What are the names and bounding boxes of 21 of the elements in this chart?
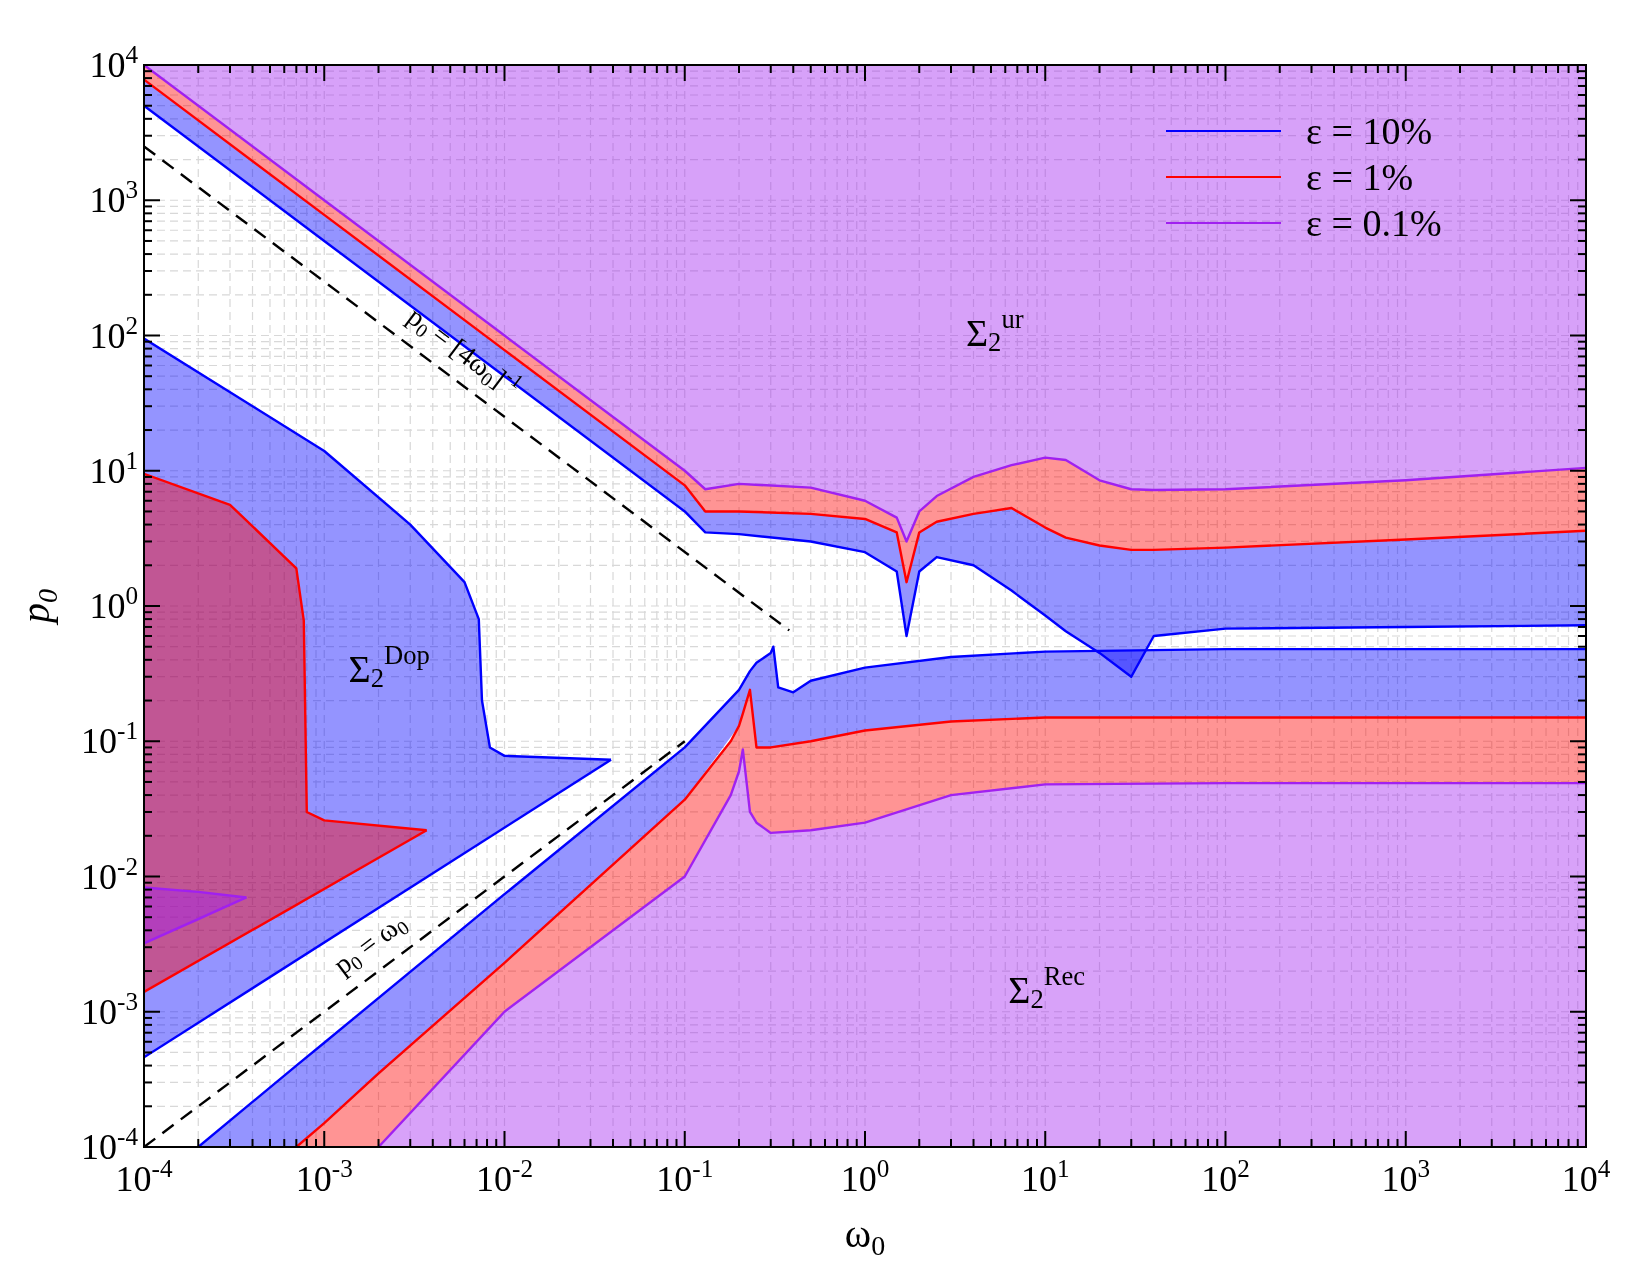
y-tick-label: 10$^{-1}$ [81,717,138,762]
x-tick-label: 10$^{0}$ [840,1155,890,1199]
y-tick-label: 10$^{-4}$ [81,1123,139,1167]
x-tick-label: 10$^{4}$ [1561,1155,1611,1199]
y-tick-label: 10$^{-3}$ [81,988,138,1032]
x-tick-label: 10$^{2}$ [1201,1155,1250,1199]
x-tick-label: 10$^{1}$ [1020,1155,1070,1199]
y-tick-label: 10$^{3}$ [89,176,138,221]
y-tick-label: 10$^{0}$ [89,582,138,626]
y-tick-label: 10$^{-2}$ [81,852,138,897]
x-tick-label: 10$^{-2}$ [476,1155,533,1199]
x-axis-title: ω$_{0}$ [844,1211,886,1262]
y-tick-label: 10$^{2}$ [89,311,138,356]
legend-label: ε = 0.1% [1306,202,1442,244]
x-tick-label: 10$^{-1}$ [656,1155,714,1199]
x-tick-label: 10$^{3}$ [1381,1155,1431,1199]
legend-label: ε = 10% [1306,110,1433,152]
legend-label: ε = 1% [1306,156,1414,198]
x-tick-label: 10$^{-3}$ [295,1155,353,1199]
y-tick-label: 10$^{1}$ [89,447,138,491]
y-tick-label: 10$^{4}$ [89,41,139,85]
